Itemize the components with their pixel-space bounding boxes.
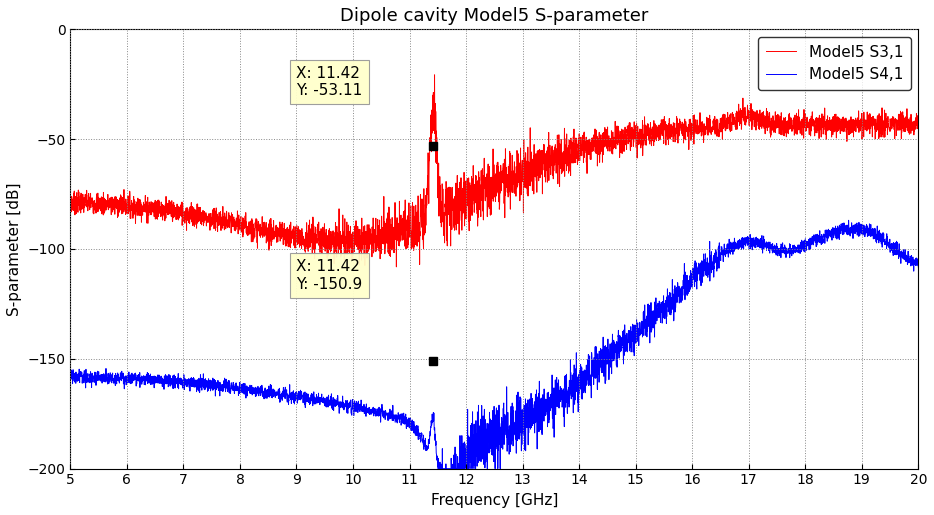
- Model5 S3,1: [64, 190, 76, 196]
- Y-axis label: S-parameter [dB]: S-parameter [dB]: [7, 182, 21, 316]
- Line: Model5 S4,1: Model5 S4,1: [70, 220, 918, 469]
- Model5 S4,1: [616, 342, 628, 349]
- Model5 S4,1: [762, 242, 773, 248]
- Line: Model5 S3,1: Model5 S3,1: [70, 75, 918, 267]
- Model5 S3,1: [573, 131, 585, 137]
- Model5 S3,1: [913, 125, 924, 131]
- Model5 S4,1: [698, 272, 709, 279]
- Model5 S3,1: [219, 227, 230, 233]
- Model5 S4,1: [573, 371, 585, 377]
- Legend: Model5 S3,1, Model5 S4,1: Model5 S3,1, Model5 S4,1: [758, 37, 911, 90]
- Model5 S4,1: [432, 466, 444, 472]
- Model5 S4,1: [219, 384, 230, 390]
- Model5 S4,1: [843, 217, 855, 224]
- Model5 S3,1: [616, 150, 628, 157]
- Model5 S4,1: [913, 264, 924, 270]
- Model5 S4,1: [64, 374, 76, 380]
- Model5 S3,1: [762, 121, 773, 127]
- X-axis label: Frequency [GHz]: Frequency [GHz]: [431, 493, 558, 508]
- Model5 S3,1: [390, 264, 402, 270]
- Model5 S4,1: [389, 412, 400, 418]
- Model5 S3,1: [389, 249, 400, 255]
- Model5 S3,1: [698, 124, 709, 130]
- Model5 S3,1: [429, 72, 440, 78]
- Text: X: 11.42
Y: -53.11: X: 11.42 Y: -53.11: [296, 66, 362, 98]
- Title: Dipole cavity Model5 S-parameter: Dipole cavity Model5 S-parameter: [340, 7, 648, 25]
- Text: X: 11.42
Y: -150.9: X: 11.42 Y: -150.9: [296, 259, 362, 291]
